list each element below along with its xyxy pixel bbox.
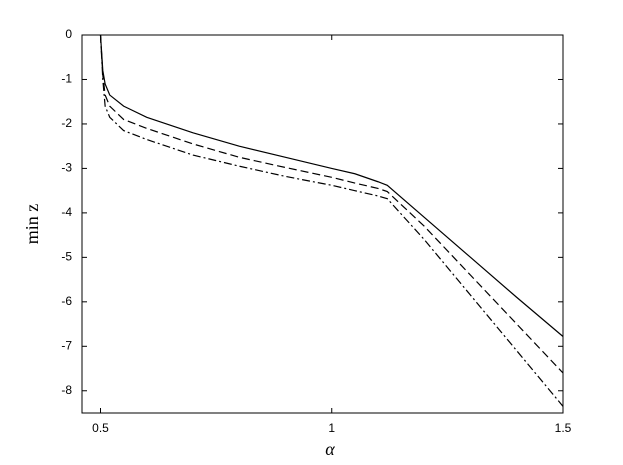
y-axis-label: min z bbox=[22, 204, 42, 245]
plot-frame bbox=[81, 34, 564, 414]
y-tick-label: -5 bbox=[61, 250, 72, 264]
y-tick-label: -2 bbox=[61, 116, 72, 130]
y-tick-label: -3 bbox=[61, 161, 72, 175]
x-tick-label: 1 bbox=[328, 421, 335, 435]
y-tick-label: -1 bbox=[61, 72, 72, 86]
x-tick-label: 1.5 bbox=[555, 421, 572, 435]
x-tick-label: 0.5 bbox=[92, 421, 109, 435]
line-series bbox=[99, 34, 564, 337]
line-series bbox=[99, 34, 564, 407]
y-tick-label: -4 bbox=[61, 205, 72, 219]
y-tick-label: 0 bbox=[65, 27, 72, 41]
line-series bbox=[99, 34, 564, 374]
y-tick-label: -7 bbox=[61, 338, 72, 352]
y-tick-label: -6 bbox=[61, 294, 72, 308]
x-axis-label: α bbox=[325, 439, 335, 459]
y-tick-label: -8 bbox=[61, 383, 72, 397]
